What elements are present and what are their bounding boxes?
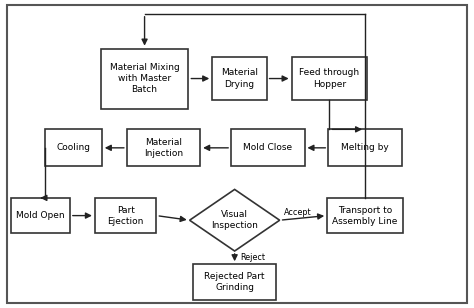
Text: Material
Injection: Material Injection <box>144 138 183 158</box>
Text: Part
Ejection: Part Ejection <box>108 205 144 226</box>
Bar <box>292 57 367 100</box>
Text: Reject: Reject <box>240 253 265 261</box>
Text: Mold Close: Mold Close <box>243 143 292 152</box>
Bar <box>95 198 156 233</box>
Text: Feed through
Hopper: Feed through Hopper <box>300 68 359 89</box>
Bar <box>45 129 102 166</box>
Text: Visual
Inspection: Visual Inspection <box>211 210 258 230</box>
Bar <box>231 129 304 166</box>
Bar <box>327 198 403 233</box>
Bar <box>328 129 402 166</box>
Bar <box>100 48 188 109</box>
Bar <box>212 57 266 100</box>
Bar <box>127 129 200 166</box>
Text: Transport to
Assembly Line: Transport to Assembly Line <box>332 205 398 226</box>
Text: Mold Open: Mold Open <box>16 211 64 220</box>
Text: Material
Drying: Material Drying <box>221 68 258 89</box>
Bar <box>193 264 276 299</box>
Text: Accept: Accept <box>283 208 311 217</box>
Polygon shape <box>190 189 280 251</box>
Text: Melting by: Melting by <box>341 143 389 152</box>
Text: Rejected Part
Grinding: Rejected Part Grinding <box>204 272 265 292</box>
Text: Material Mixing
with Master
Batch: Material Mixing with Master Batch <box>109 63 180 94</box>
Text: Cooling: Cooling <box>56 143 91 152</box>
Bar <box>11 198 70 233</box>
